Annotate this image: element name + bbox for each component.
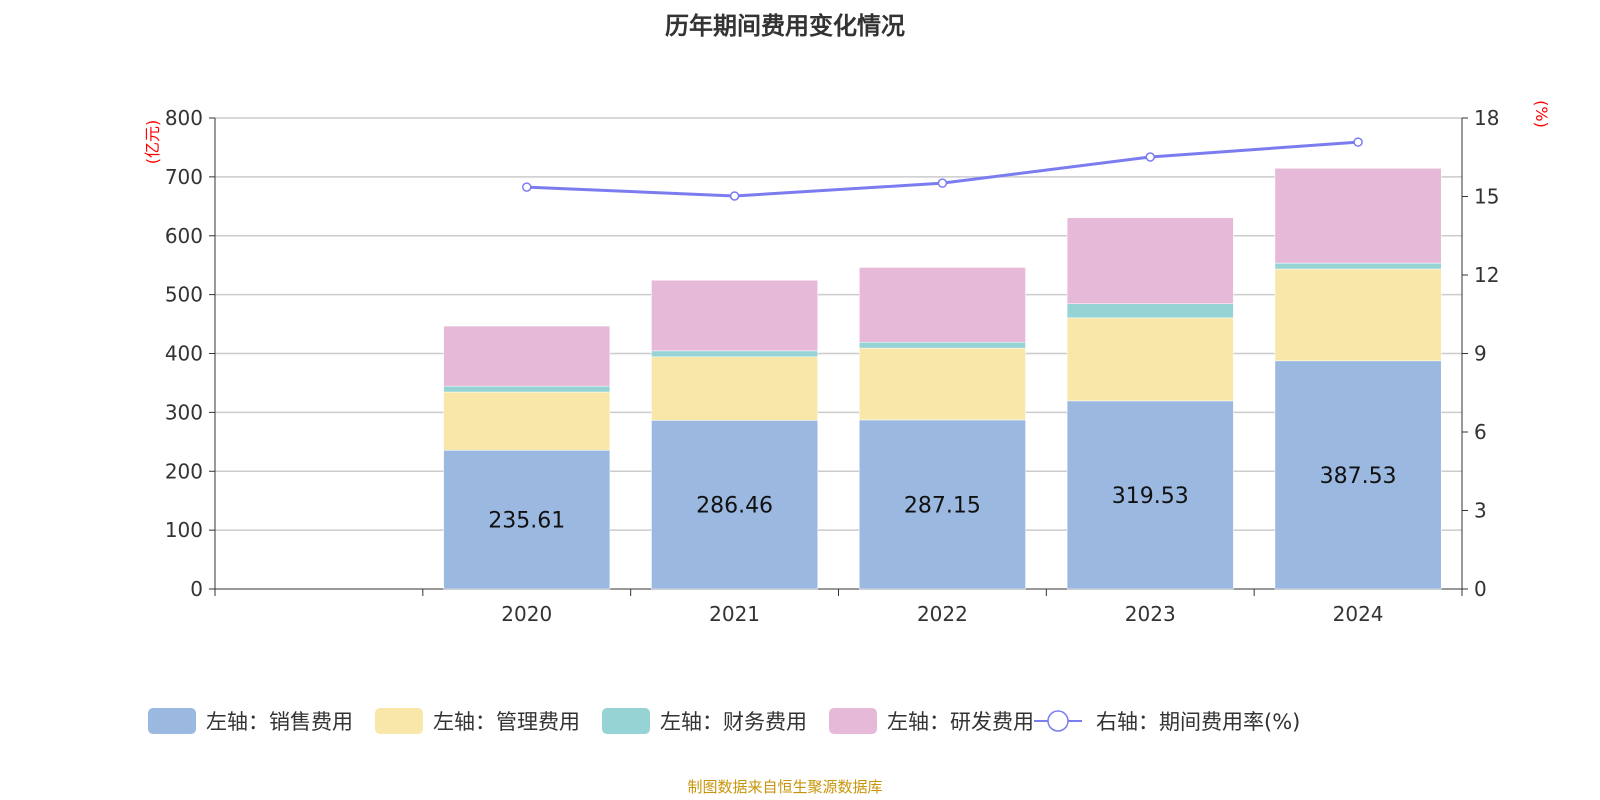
source-note: 制图数据来自恒生聚源数据库 [687,778,883,796]
bar-segment [1066,217,1234,304]
x-tick-label: 2024 [1333,602,1384,626]
bar-segment [443,391,611,451]
right-tick-label: 3 [1474,499,1487,523]
bar-segment [1274,262,1442,270]
x-tick-label: 2022 [917,602,968,626]
legend-label: 左轴：管理费用 [433,710,580,734]
data-label: 235.61 [488,509,565,534]
bar-segment [651,350,818,358]
line-point [1353,137,1363,147]
legend-label: 左轴：销售费用 [206,710,353,734]
right-tick-label: 9 [1474,342,1487,366]
bar-segment [443,450,611,590]
bar-segment [1066,303,1234,319]
bar-segment [859,419,1026,590]
data-label: 319.53 [1112,484,1189,509]
left-tick-label: 300 [165,400,203,424]
data-label: 287.15 [904,493,981,518]
x-tick-label: 2020 [501,602,552,626]
line-point [522,182,532,192]
bar-segment [1274,168,1442,264]
bar-segment [1274,360,1442,590]
line-point [1145,152,1155,162]
left-tick-label: 700 [165,165,203,189]
bar-segment [1274,268,1442,362]
left-tick-label: 800 [165,106,203,130]
legend-swatch [602,708,650,734]
legend-label: 左轴：财务费用 [660,710,807,734]
left-tick-label: 100 [165,518,203,542]
legend-label: 左轴：研发费用 [887,710,1034,734]
left-tick-label: 500 [165,283,203,307]
bar-segment [651,356,818,421]
right-tick-label: 12 [1474,263,1499,287]
left-tick-label: 200 [165,459,203,483]
left-tick-label: 400 [165,342,203,366]
left-axis-label: (亿元) [143,120,162,165]
legend-swatch [148,708,196,734]
legend-swatch [829,708,877,734]
legend-label: 右轴：期间费用率(%) [1096,710,1300,734]
right-tick-label: 0 [1474,577,1487,601]
bar-segment [1066,317,1234,402]
data-label: 286.46 [696,494,773,519]
bar-segment [859,267,1026,343]
right-tick-label: 6 [1474,420,1487,444]
bar-segment [1066,400,1234,590]
left-tick-label: 0 [190,577,203,601]
bar-segment [651,279,818,352]
bar-segment [859,341,1026,349]
right-axis-label: (%) [1532,100,1551,128]
x-tick-label: 2023 [1125,602,1176,626]
legend-swatch [375,708,423,734]
line-point [729,191,740,201]
chart-title: 历年期间费用变化情况 [665,12,905,40]
data-label: 387.53 [1320,464,1397,489]
right-tick-label: 15 [1474,185,1499,209]
left-tick-label: 600 [165,224,203,248]
right-tick-label: 18 [1474,106,1499,130]
x-tick-label: 2021 [709,602,760,626]
bar-segment [859,347,1026,421]
bar-segment [443,325,611,387]
line-point [937,178,948,188]
legend-marker-icon [1047,710,1069,732]
bar-segment [443,385,611,393]
bar-segment [651,420,818,590]
